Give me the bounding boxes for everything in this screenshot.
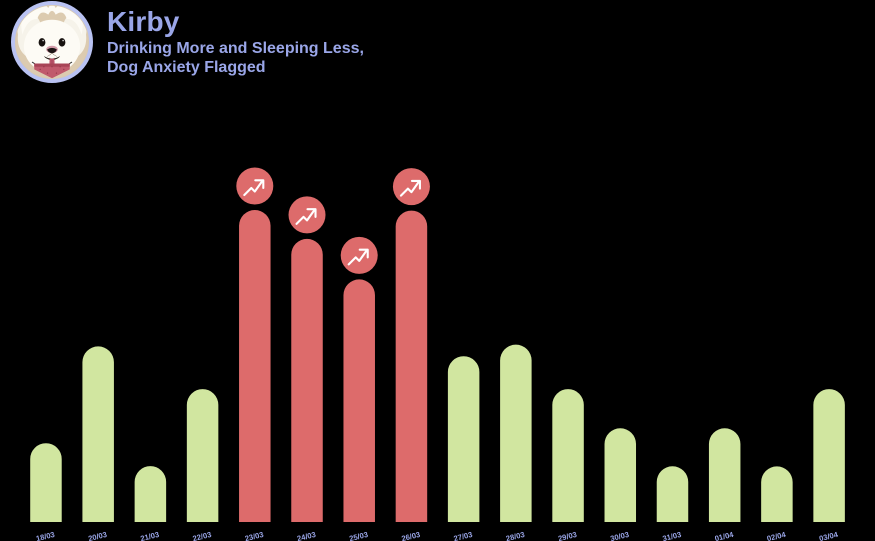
svg-text:29/03: 29/03 [557, 530, 578, 541]
svg-text:02/04: 02/04 [766, 530, 787, 541]
svg-text:26/03: 26/03 [401, 530, 422, 541]
svg-text:24/03: 24/03 [296, 530, 317, 541]
svg-text:30/03: 30/03 [609, 530, 630, 541]
svg-text:20/03: 20/03 [87, 530, 108, 541]
svg-text:21/03: 21/03 [139, 530, 160, 541]
svg-text:27/03: 27/03 [453, 530, 474, 541]
svg-text:23/03: 23/03 [244, 530, 265, 541]
svg-text:03/04: 03/04 [818, 530, 839, 541]
svg-text:28/03: 28/03 [505, 530, 526, 541]
svg-text:25/03: 25/03 [348, 530, 369, 541]
svg-text:01/04: 01/04 [714, 530, 735, 541]
svg-text:18/03: 18/03 [35, 530, 56, 541]
svg-text:22/03: 22/03 [192, 530, 213, 541]
svg-text:31/03: 31/03 [662, 530, 683, 541]
